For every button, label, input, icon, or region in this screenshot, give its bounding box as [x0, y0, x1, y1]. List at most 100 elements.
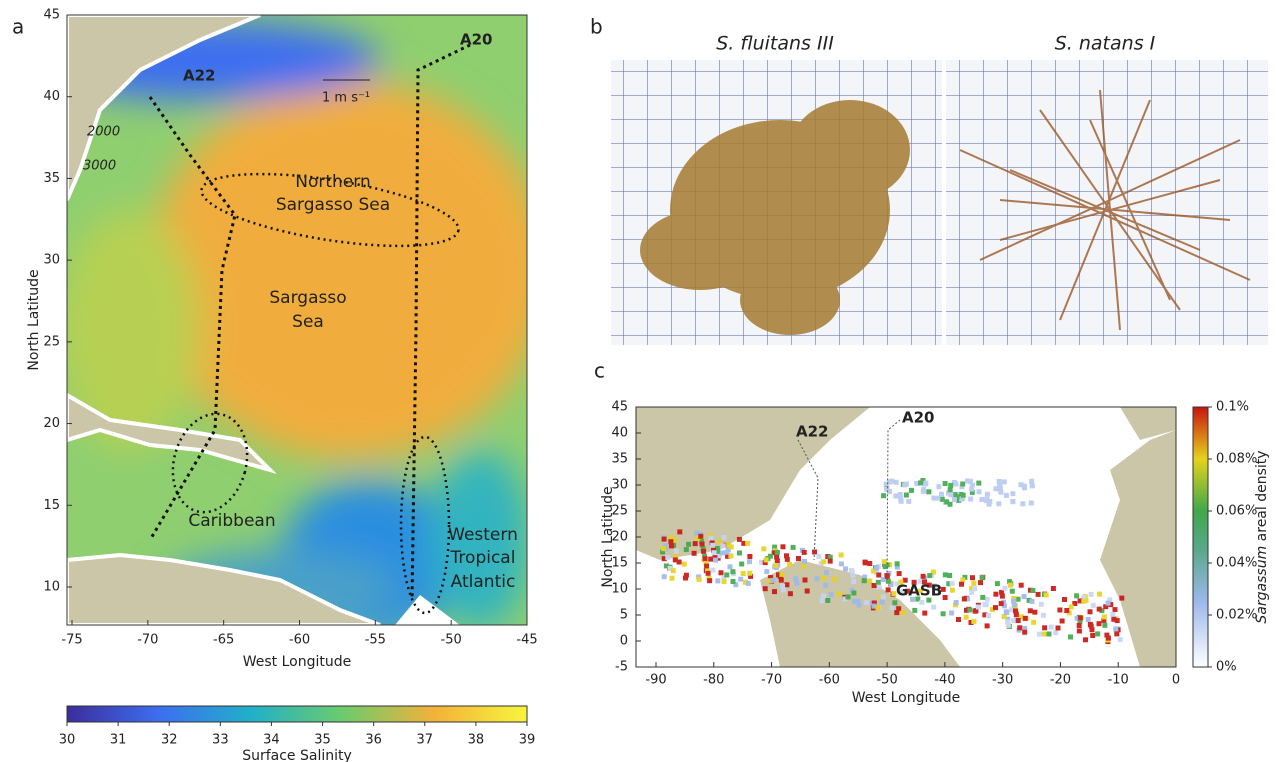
density-cell [980, 595, 985, 600]
density-cell [684, 547, 689, 552]
density-cell [761, 546, 766, 551]
density-cell [1028, 608, 1033, 613]
region-label: Tropical [450, 548, 516, 568]
density-cell [669, 543, 674, 548]
density-cell [1106, 601, 1111, 606]
panel-b: b S. fluitans III S. natans I [590, 15, 1268, 346]
x-tick-label: -10 [1108, 673, 1129, 688]
density-cell [1068, 635, 1073, 640]
density-cell [893, 494, 898, 499]
density-cell [1039, 602, 1044, 607]
density-cell [708, 557, 713, 562]
salinity-map [20, 15, 550, 640]
density-cell [1095, 631, 1100, 636]
y-tick-label: 15 [43, 498, 60, 513]
density-cell [1031, 620, 1036, 625]
density-cell [864, 600, 869, 605]
x-tick-label: -40 [934, 673, 955, 688]
density-cell [722, 579, 727, 584]
density-cell [1029, 501, 1034, 506]
density-cell [781, 544, 786, 549]
density-cell [1113, 627, 1118, 632]
y-tick-label: 35 [611, 452, 628, 467]
density-cell [1062, 597, 1067, 602]
x-tick-label: 0 [1172, 673, 1180, 688]
density-cell [931, 605, 936, 610]
density-cell [787, 562, 792, 567]
density-cell [1022, 594, 1027, 599]
density-cell [1022, 485, 1027, 490]
density-cell [814, 576, 819, 581]
density-cell [1010, 491, 1015, 496]
density-cell [722, 535, 727, 540]
density-cell [851, 573, 856, 578]
density-cell [943, 595, 948, 600]
density-cell [978, 580, 983, 585]
density-cell [964, 615, 969, 620]
density-cell [1042, 632, 1047, 637]
density-cell [985, 597, 990, 602]
density-cell [851, 591, 856, 596]
density-cell [968, 497, 973, 502]
density-cell [828, 559, 833, 564]
density-cell [886, 587, 891, 592]
density-cell [707, 578, 712, 583]
density-cell [684, 573, 689, 578]
density-cell [796, 556, 801, 561]
density-cell [1002, 479, 1007, 484]
y-tick-label: 0% [1216, 660, 1237, 675]
density-cell [895, 561, 900, 566]
density-cell [884, 487, 889, 492]
density-cell [737, 551, 742, 556]
density-cell [709, 536, 714, 541]
density-cell [824, 570, 829, 575]
density-cell [677, 560, 682, 565]
panel-letter: b [590, 15, 603, 39]
y-tick-label: 10 [611, 582, 628, 597]
isobath: 2000 [87, 125, 120, 140]
density-cell [867, 579, 872, 584]
density-cell [894, 610, 899, 615]
x-tick-label: 37 [417, 733, 434, 748]
density-cell [874, 565, 879, 570]
density-cell [1091, 603, 1096, 608]
density-cell [1047, 632, 1052, 637]
density-cell [976, 481, 981, 486]
density-cell [921, 489, 926, 494]
density-cell [1106, 636, 1111, 641]
density-cell [1022, 630, 1027, 635]
density-cell [670, 576, 675, 581]
x-tick-label: 36 [365, 733, 382, 748]
photo-title: S. fluitans III [716, 33, 834, 55]
x-tick-label: 30 [59, 733, 76, 748]
density-cell [890, 605, 895, 610]
density-cell [710, 543, 715, 548]
density-cell [971, 581, 976, 586]
density-cell [784, 582, 789, 587]
density-cell [987, 499, 992, 504]
density-cell [829, 592, 834, 597]
density-cell [772, 589, 777, 594]
density-cell [794, 581, 799, 586]
density-cell [686, 542, 691, 547]
density-cell [876, 580, 881, 585]
density-cell [969, 487, 974, 492]
density-cell [960, 482, 965, 487]
y-tick-label: 45 [611, 400, 628, 415]
density-cell [980, 575, 985, 580]
density-cell [948, 483, 953, 488]
y-tick-label: -5 [615, 660, 628, 675]
density-cell [1000, 594, 1005, 599]
density-cell [979, 497, 984, 502]
density-cell [923, 481, 928, 486]
density-cell [977, 489, 982, 494]
density-cell [802, 559, 807, 564]
density-cell [919, 600, 924, 605]
x-tick-label: -90 [645, 673, 666, 688]
y-tick-label: 40 [43, 89, 60, 104]
density-cell [693, 541, 698, 546]
density-cell [965, 479, 970, 484]
density-cell [697, 577, 702, 582]
density-cell [912, 608, 917, 613]
density-cell [738, 577, 743, 582]
